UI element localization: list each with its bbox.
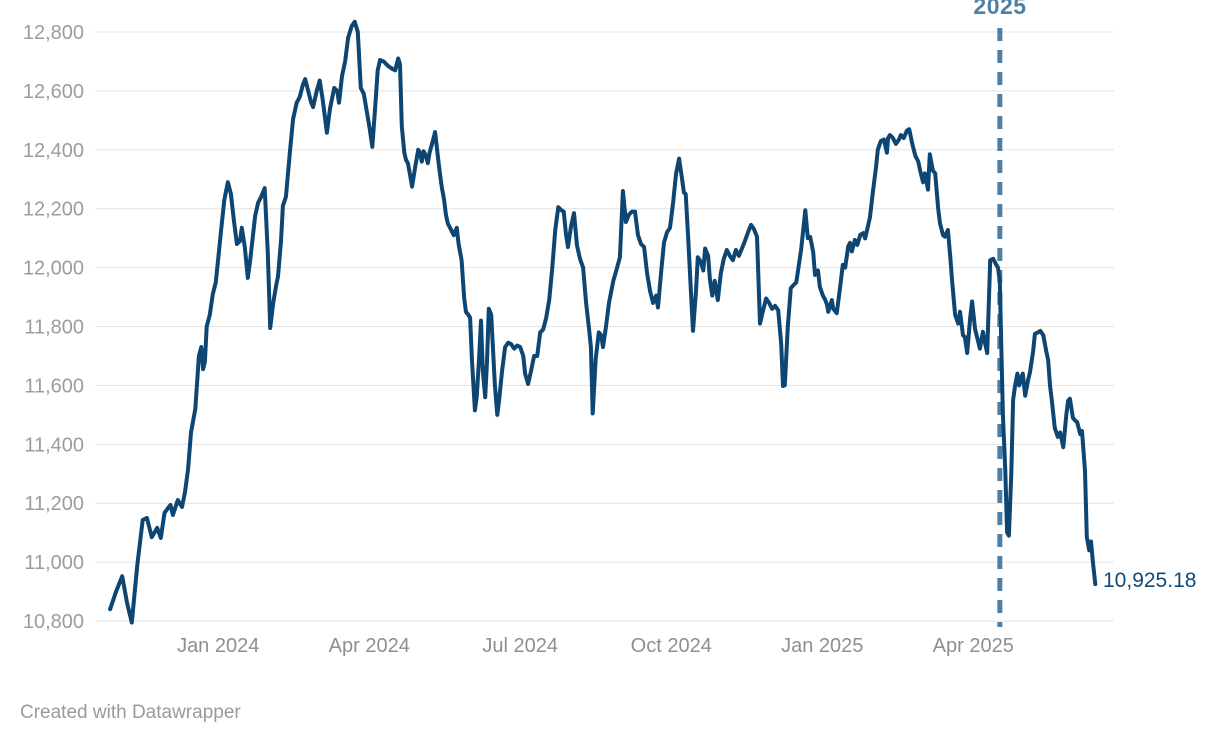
x-axis-tick-label: Apr 2025 xyxy=(933,635,1014,657)
y-axis-tick-label: 10,800 xyxy=(23,611,84,633)
y-axis-tick-label: 12,400 xyxy=(23,140,84,162)
y-axis-tick-label: 12,200 xyxy=(23,199,84,221)
last-value-label: 10,925.18 xyxy=(1103,569,1197,592)
event-annotation: 2025 xyxy=(953,0,1047,26)
x-axis-tick-label: Apr 2024 xyxy=(329,635,410,657)
x-axis-tick-label: Jan 2025 xyxy=(781,635,863,657)
y-axis-tick-label: 11,400 xyxy=(24,434,84,456)
y-axis-tick-label: 11,600 xyxy=(24,375,84,397)
x-axis-tick-label: Oct 2024 xyxy=(631,635,712,657)
y-axis-tick-label: 12,000 xyxy=(23,258,84,280)
y-axis-tick-label: 11,200 xyxy=(24,493,84,515)
series-line xyxy=(108,19,1098,625)
x-axis-tick-label: Jul 2024 xyxy=(482,635,558,657)
x-axis-tick-label: Jan 2024 xyxy=(177,635,259,657)
datawrapper-watermark[interactable]: Created with Datawrapper xyxy=(20,702,241,723)
y-axis-tick-label: 12,600 xyxy=(23,81,84,103)
y-axis-tick-label: 11,000 xyxy=(24,552,84,574)
y-axis-tick-label: 11,800 xyxy=(24,317,84,339)
y-axis-tick-label: 12,800 xyxy=(23,22,84,44)
event-annotation-text: 2025 xyxy=(973,0,1027,19)
